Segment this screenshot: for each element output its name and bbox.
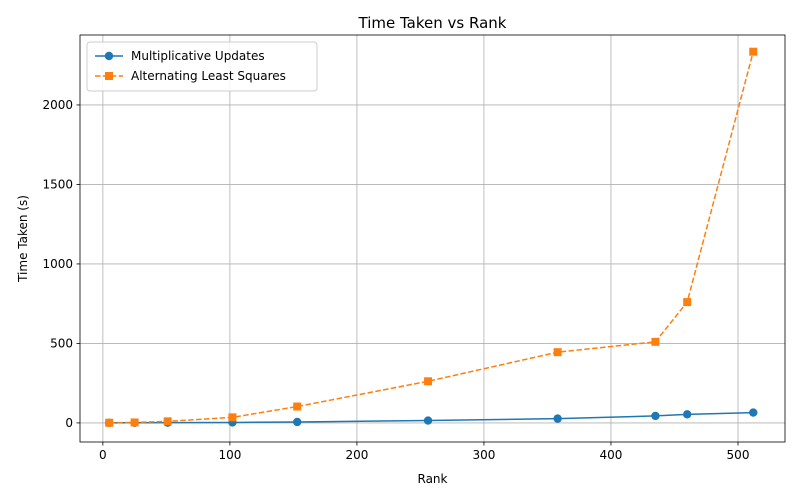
legend-label: Multiplicative Updates	[131, 49, 265, 63]
data-point	[228, 413, 237, 422]
legend: Multiplicative Updates Alternating Least …	[86, 41, 318, 92]
data-point	[163, 417, 172, 426]
y-tick-label: 1000	[42, 257, 73, 271]
data-point	[424, 377, 433, 386]
x-tick-label: 500	[727, 448, 750, 462]
legend-box	[86, 41, 318, 92]
chart-title: Time Taken vs Rank	[358, 14, 507, 32]
x-tick-label: 400	[600, 448, 623, 462]
y-tick-label: 0	[65, 416, 73, 430]
series-group	[105, 47, 758, 428]
data-point	[651, 337, 660, 346]
legend-marker	[104, 51, 114, 61]
legend-marker	[105, 72, 113, 80]
y-tick-label: 500	[50, 336, 73, 350]
data-point	[423, 416, 433, 425]
data-point	[553, 348, 562, 357]
series-2	[105, 47, 758, 427]
y-tick-label: 1500	[42, 177, 73, 191]
data-point	[749, 408, 758, 417]
legend-item: Alternating Least Squares	[95, 69, 286, 83]
data-point	[749, 47, 758, 56]
plot-frame	[79, 34, 786, 443]
x-axis-title: Rank	[418, 472, 448, 486]
legend-label: Alternating Least Squares	[131, 69, 286, 83]
series-line	[109, 51, 754, 424]
data-point	[683, 298, 692, 307]
data-point	[130, 418, 139, 427]
y-axis-ticks: 0 500 1000 1500 2000	[42, 98, 80, 430]
data-point	[293, 402, 302, 411]
y-axis-title: Time Taken (s)	[16, 195, 30, 283]
x-tick-label: 200	[345, 448, 368, 462]
y-tick-label: 2000	[42, 98, 73, 112]
data-point	[553, 414, 562, 423]
x-tick-label: 0	[99, 448, 107, 462]
data-point	[293, 417, 302, 427]
data-point	[105, 418, 114, 427]
legend-item: Multiplicative Updates	[95, 49, 265, 63]
series-line	[109, 411, 754, 424]
x-axis-ticks: 0 100 200 300 400 500	[99, 442, 749, 462]
x-tick-label: 100	[218, 448, 241, 462]
data-point	[651, 411, 660, 421]
series-1	[105, 408, 758, 428]
x-tick-label: 300	[472, 448, 495, 462]
data-point	[682, 410, 692, 419]
